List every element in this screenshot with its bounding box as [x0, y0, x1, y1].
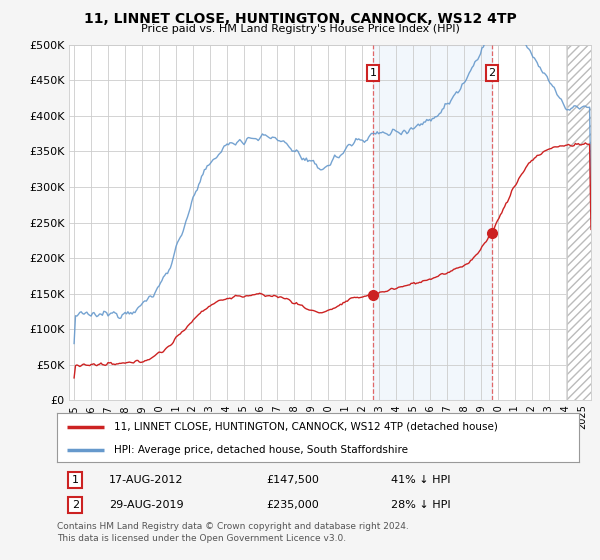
Text: Contains HM Land Registry data © Crown copyright and database right 2024.
This d: Contains HM Land Registry data © Crown c…	[57, 522, 409, 543]
Text: 1: 1	[370, 68, 376, 78]
Text: £147,500: £147,500	[266, 475, 319, 485]
Text: £235,000: £235,000	[266, 500, 319, 510]
Text: HPI: Average price, detached house, South Staffordshire: HPI: Average price, detached house, Sout…	[115, 445, 409, 455]
Text: 2: 2	[488, 68, 496, 78]
Text: 11, LINNET CLOSE, HUNTINGTON, CANNOCK, WS12 4TP (detached house): 11, LINNET CLOSE, HUNTINGTON, CANNOCK, W…	[115, 422, 498, 432]
Bar	[373, 45, 492, 400]
Text: 28% ↓ HPI: 28% ↓ HPI	[391, 500, 451, 510]
Bar	[567, 45, 591, 400]
Text: 29-AUG-2019: 29-AUG-2019	[109, 500, 184, 510]
Text: 1: 1	[72, 475, 79, 485]
Text: 11, LINNET CLOSE, HUNTINGTON, CANNOCK, WS12 4TP: 11, LINNET CLOSE, HUNTINGTON, CANNOCK, W…	[83, 12, 517, 26]
Bar	[567, 45, 591, 400]
Text: 41% ↓ HPI: 41% ↓ HPI	[391, 475, 451, 485]
Text: Price paid vs. HM Land Registry's House Price Index (HPI): Price paid vs. HM Land Registry's House …	[140, 24, 460, 34]
Text: 17-AUG-2012: 17-AUG-2012	[109, 475, 184, 485]
Text: 2: 2	[72, 500, 79, 510]
